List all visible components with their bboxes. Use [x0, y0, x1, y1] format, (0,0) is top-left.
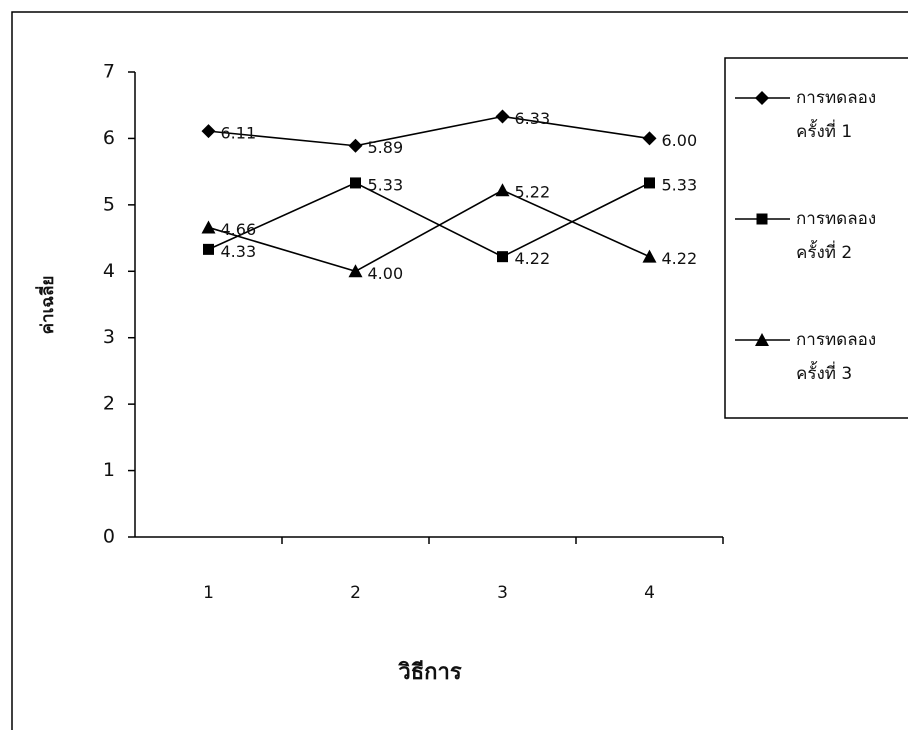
marker — [642, 131, 657, 146]
legend-box — [724, 57, 908, 419]
frame — [11, 11, 908, 730]
x-tick-label: 1 — [203, 583, 214, 603]
marker — [756, 213, 768, 225]
marker — [201, 124, 216, 139]
marker — [495, 109, 510, 124]
y-tick-label: 5 — [103, 193, 115, 215]
data-label: 4.22 — [515, 249, 551, 268]
y-tick-label: 6 — [103, 127, 115, 149]
data-label: 5.33 — [662, 175, 698, 194]
data-label: 5.89 — [368, 138, 404, 157]
y-tick-label: 2 — [103, 393, 115, 415]
marker — [348, 138, 363, 153]
marker — [755, 333, 769, 346]
data-label: 6.33 — [515, 109, 551, 128]
data-label: 4.00 — [368, 264, 404, 283]
marker — [497, 251, 508, 263]
legend-label: การทดลอง ครั้งที่ 1 — [796, 88, 877, 142]
marker — [348, 264, 363, 278]
data-label: 4.66 — [221, 220, 257, 239]
series-line — [208, 189, 650, 273]
y-tick-label: 4 — [103, 260, 115, 282]
data-label: 5.22 — [515, 183, 551, 202]
data-label: 6.00 — [662, 131, 698, 150]
x-axis-label: วิธีการ — [398, 660, 462, 685]
y-tick-label: 0 — [103, 526, 115, 548]
y-tick-label: 1 — [103, 459, 115, 481]
marker — [644, 177, 655, 189]
legend-label: การทดลอง ครั้งที่ 3 — [796, 330, 877, 384]
y-tick-label: 7 — [103, 61, 115, 83]
y-axis-label: ค่าเฉลี่ย — [35, 276, 58, 335]
data-label: 6.11 — [221, 124, 257, 143]
marker — [755, 91, 769, 105]
marker — [495, 183, 510, 197]
marker — [350, 177, 361, 189]
series-line — [208, 182, 650, 258]
y-tick-label: 3 — [103, 326, 115, 348]
x-tick-label: 2 — [350, 583, 361, 603]
legend-label: การทดลอง ครั้งที่ 2 — [796, 209, 877, 263]
marker — [642, 249, 657, 263]
series-line — [208, 115, 650, 147]
marker — [201, 220, 216, 234]
data-label: 4.22 — [662, 249, 698, 268]
x-tick-label: 3 — [497, 583, 508, 603]
x-tick-label: 4 — [644, 583, 655, 603]
data-label: 4.33 — [221, 242, 257, 261]
marker — [203, 243, 214, 255]
data-label: 5.33 — [368, 175, 404, 194]
